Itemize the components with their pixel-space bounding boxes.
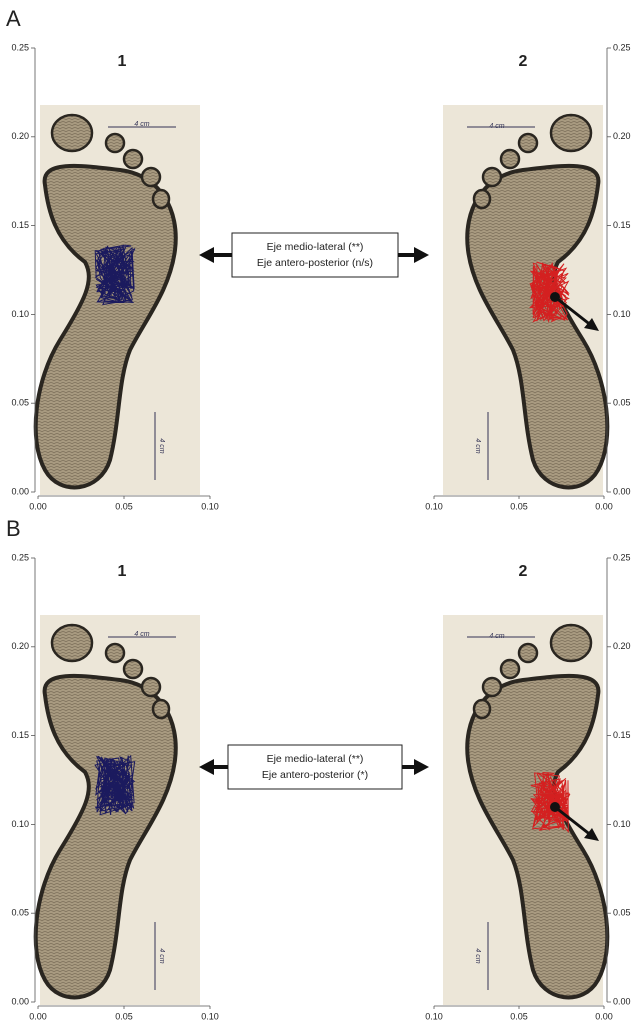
y-tick-label: 0.05 (11, 398, 29, 408)
cop-arrow (554, 805, 593, 838)
y-tick-label: 0.20 (613, 131, 631, 141)
footprint (441, 103, 610, 497)
x-tick-label: 0.00 (29, 1011, 47, 1020)
ruler-label: 4 cm (134, 631, 149, 638)
ruler-label: 4 cm (158, 438, 165, 453)
cop-arrow (554, 295, 593, 328)
y-tick-label: 0.00 (11, 486, 29, 496)
y-tick-label: 0.15 (11, 220, 29, 230)
comparison-box (227, 744, 403, 790)
y-tick-label: 0.15 (613, 220, 631, 230)
y-tick-label: 0.00 (613, 996, 631, 1006)
y-tick-label: 0.05 (11, 908, 29, 918)
y-tick-label: 0.20 (11, 131, 29, 141)
plot-title: 2 (519, 53, 528, 70)
ruler-label: 4 cm (489, 633, 504, 640)
y-tick-label: 0.15 (613, 730, 631, 740)
y-tick-label: 0.15 (11, 730, 29, 740)
y-tick-label: 0.25 (11, 552, 29, 562)
x-tick-label: 0.00 (595, 1011, 613, 1020)
ruler-label: 4 cm (474, 948, 481, 963)
arrowhead-left (199, 759, 214, 775)
cop-arrowhead (584, 318, 599, 331)
y-tick-label: 0.00 (613, 486, 631, 496)
x-tick-label: 0.10 (425, 1011, 443, 1020)
cop-arrowhead (584, 828, 599, 841)
y-tick-label: 0.05 (613, 398, 631, 408)
x-tick-label: 0.00 (29, 501, 47, 511)
arrowhead-right (414, 247, 429, 263)
footprint (441, 613, 610, 1007)
x-tick-label: 0.10 (425, 501, 443, 511)
x-tick-label: 0.10 (201, 501, 219, 511)
x-tick-label: 0.05 (510, 501, 528, 511)
plot-title: 2 (519, 563, 528, 580)
ruler-label: 4 cm (474, 438, 481, 453)
x-tick-label: 0.05 (115, 1011, 133, 1020)
ruler-label: 4 cm (489, 123, 504, 130)
cop-trace (530, 772, 571, 833)
ruler-label: 4 cm (158, 948, 165, 963)
y-tick-label: 0.05 (613, 908, 631, 918)
comparison-text: Eje antero-posterior (*) (262, 769, 368, 781)
y-tick-label: 0.25 (613, 42, 631, 52)
ruler-label: 4 cm (134, 121, 149, 128)
cop-trace (94, 244, 136, 306)
plot-title: 1 (118, 53, 127, 70)
y-tick-label: 0.25 (613, 552, 631, 562)
cop-trace (94, 754, 136, 816)
arrowhead-right (414, 759, 429, 775)
x-tick-label: 0.05 (115, 501, 133, 511)
comparison-text: Eje medio-lateral (**) (267, 241, 364, 253)
comparison-text: Eje medio-lateral (**) (267, 753, 364, 765)
panel-letter: B (6, 516, 21, 541)
comparison-text: Eje antero-posterior (n/s) (257, 257, 373, 269)
y-tick-label: 0.20 (11, 641, 29, 651)
figure-content: A4 cm4 cm0.000.050.100.150.200.250.00 0.0… (6, 6, 631, 1020)
cop-trace (529, 261, 570, 324)
plot-title: 1 (118, 563, 127, 580)
panel-letter: A (6, 6, 21, 31)
x-tick-label: 0.00 (595, 501, 613, 511)
x-tick-label: 0.05 (510, 1011, 528, 1020)
y-tick-label: 0.20 (613, 641, 631, 651)
y-tick-label: 0.25 (11, 42, 29, 52)
y-tick-label: 0.10 (613, 309, 631, 319)
y-tick-label: 0.00 (11, 996, 29, 1006)
y-tick-label: 0.10 (11, 309, 29, 319)
x-tick-label: 0.10 (201, 1011, 219, 1020)
comparison-box (231, 232, 399, 278)
y-tick-label: 0.10 (11, 819, 29, 829)
arrowhead-left (199, 247, 214, 263)
y-tick-label: 0.10 (613, 819, 631, 829)
